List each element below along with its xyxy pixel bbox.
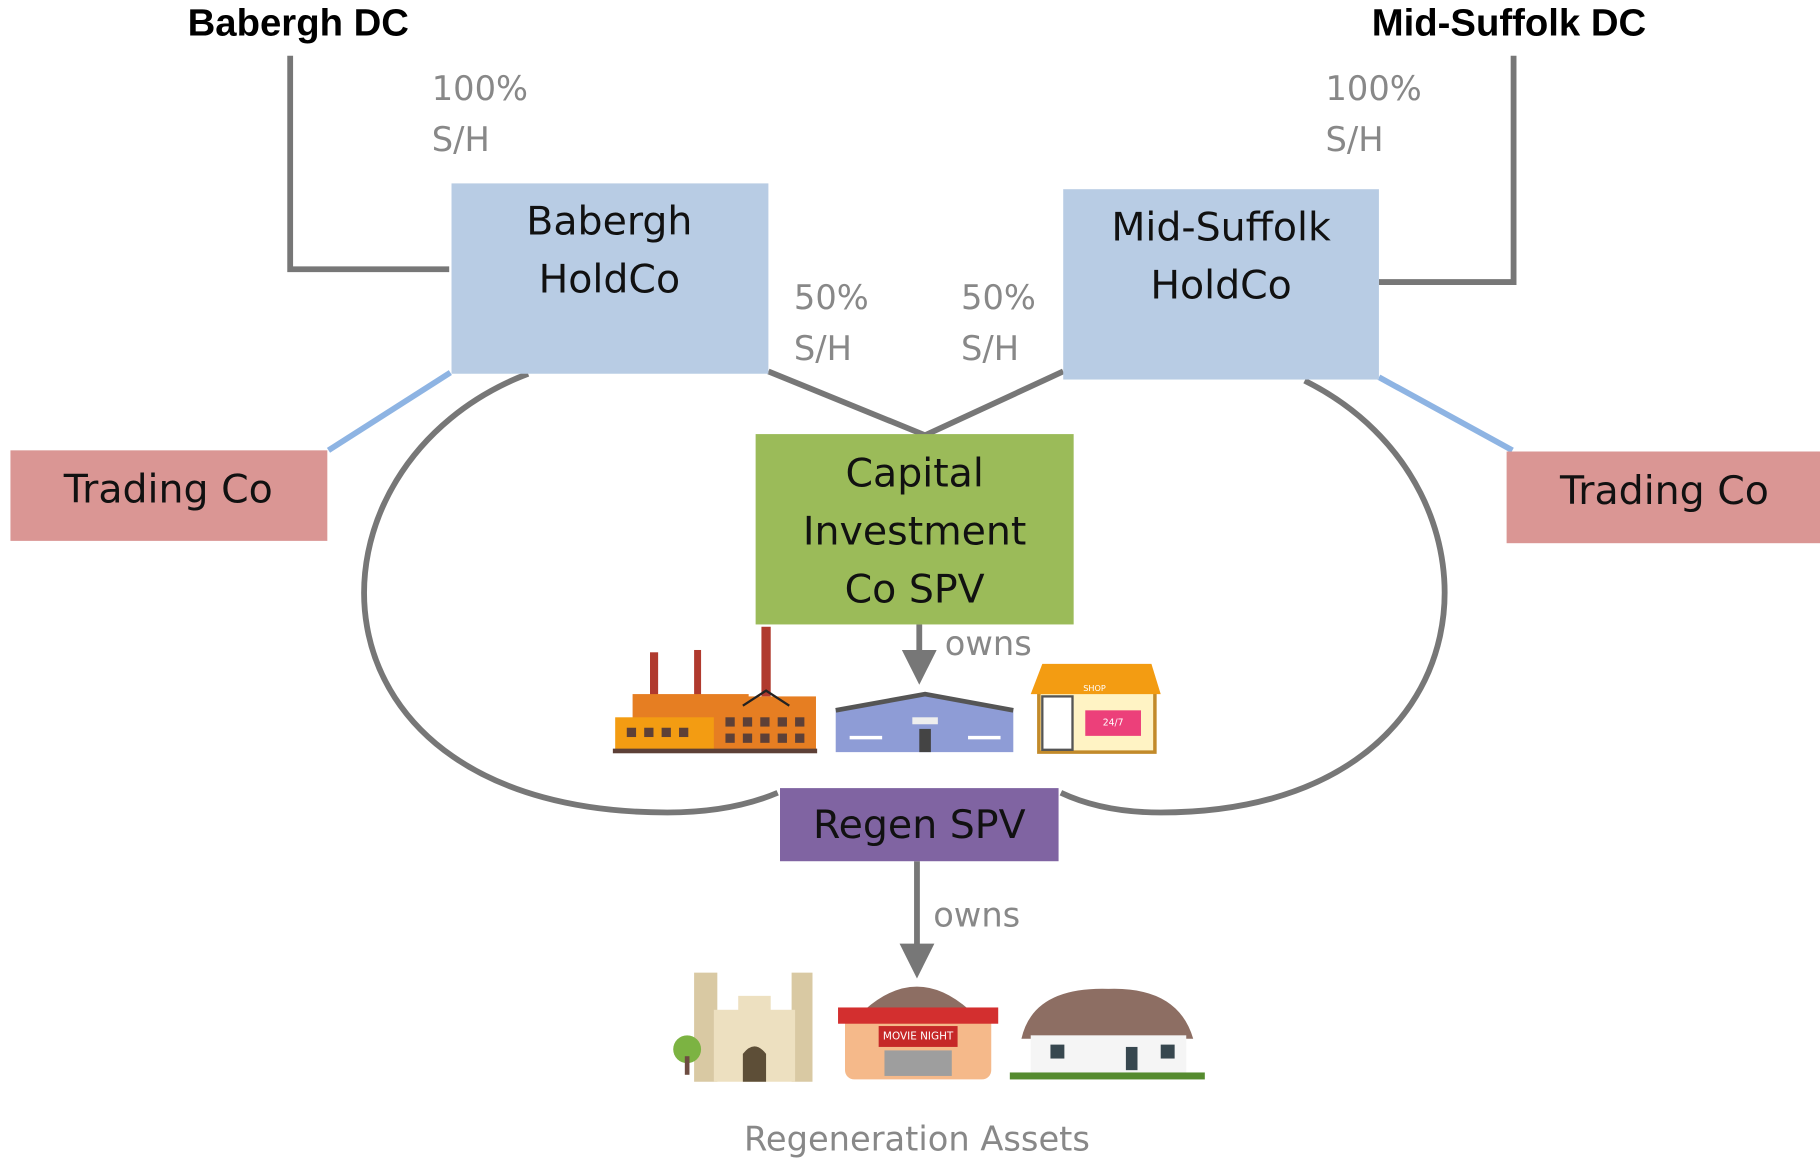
connector [1379,377,1512,450]
share-label: S/H [432,120,490,159]
trading-label: Trading Co [1559,468,1769,514]
sign-text: 24/7 [1103,718,1124,729]
cinema-icon: MOVIE NIGHT [838,987,998,1080]
relation-label: owns [945,624,1032,663]
holdco-label: HoldCo [539,257,681,303]
relation-label: owns [933,895,1020,934]
castle-icon [673,973,812,1082]
share-label: S/H [794,329,852,368]
council: Babergh DC [188,2,409,45]
diagram: Babergh DC Mid-Suffolk DC 100% S/H 100% … [0,0,1820,1163]
capital-spv-label: Capital [845,450,983,496]
share-label: S/H [961,329,1019,368]
connector [290,56,449,270]
regen-spv-label: Regen SPV [813,802,1026,848]
cottage-icon [1010,989,1205,1080]
caption: Regeneration Assets [744,1119,1090,1158]
council: Mid-Suffolk DC [1372,2,1646,45]
holdco-label: Mid-Suffolk [1111,204,1331,250]
trading-label: Trading Co [63,467,273,513]
factory-icon [613,627,817,754]
capital-spv-label: Investment [803,508,1026,554]
capital-spv-label: Co SPV [845,566,985,612]
share-label: 100% [1326,69,1422,108]
share-label: 50% [961,278,1036,317]
share-label: 50% [794,278,869,317]
warehouse-icon [836,694,1014,752]
share-label: 100% [432,69,528,108]
holdco-label: Babergh [526,199,692,245]
sign-text: MOVIE NIGHT [883,1030,954,1042]
holdco-label: HoldCo [1150,262,1292,308]
connector [768,371,1063,435]
shop-icon: SHOP 24/7 [1031,664,1161,752]
share-label: S/H [1326,120,1384,159]
sign-text: SHOP [1083,683,1106,693]
